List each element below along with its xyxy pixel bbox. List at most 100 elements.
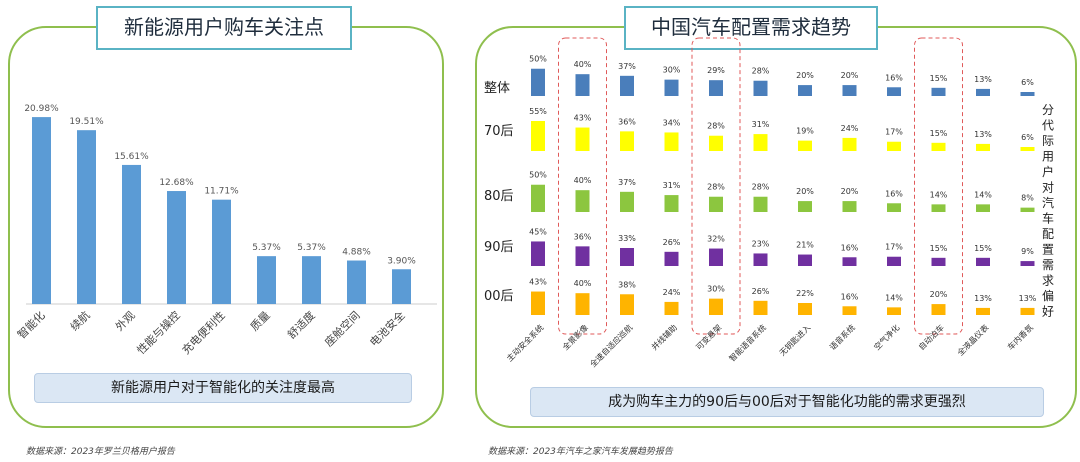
bar-value-label: 13% — [974, 75, 992, 84]
bar-value-label: 37% — [618, 62, 636, 71]
bar — [620, 131, 634, 151]
bar-value-label: 20.98% — [24, 104, 59, 114]
category-tick-label: 并线辅助 — [649, 322, 679, 352]
bar-value-label: 3.90% — [387, 256, 416, 266]
row-label: 80后 — [484, 189, 514, 204]
bar-value-label: 20% — [841, 71, 859, 80]
left-caption: 新能源用户对于智能化的关注度最高 — [34, 373, 412, 403]
bar — [1020, 261, 1035, 266]
bar-value-label: 50% — [529, 171, 547, 180]
bar — [887, 256, 901, 266]
highlight-box — [691, 37, 741, 335]
category-tick-label: 全速自适应巡航 — [588, 322, 635, 369]
bar — [531, 184, 545, 212]
bar — [531, 121, 545, 151]
bar — [167, 191, 186, 304]
bar — [976, 257, 990, 266]
bar-value-label: 13% — [974, 294, 992, 303]
side-axis-label: 分代际用户对汽车配置需求偏好 — [1042, 103, 1054, 319]
bar-value-label: 20% — [796, 71, 814, 80]
right-chart-title: 中国汽车配置需求趋势 — [624, 6, 878, 50]
bar — [887, 87, 901, 96]
bar — [976, 307, 990, 315]
left-source: 数据来源：2023年罗兰贝格用户报告 — [26, 447, 175, 457]
bar — [575, 74, 590, 96]
highlight-box — [558, 37, 607, 335]
bar-value-label: 14% — [885, 293, 903, 302]
bar-value-label: 55% — [529, 107, 547, 116]
bar — [531, 68, 545, 96]
bar — [976, 143, 990, 151]
row-label: 90后 — [484, 240, 514, 255]
row-label: 00后 — [484, 289, 514, 304]
bar-value-label: 30% — [707, 285, 725, 294]
bar-value-label: 43% — [574, 114, 592, 123]
bar-value-label: 14% — [974, 190, 992, 199]
bar-value-label: 45% — [529, 227, 547, 236]
bar — [77, 130, 96, 304]
bar-value-label: 34% — [663, 118, 681, 127]
bar-value-label: 23% — [752, 239, 770, 248]
bar — [664, 301, 679, 315]
bar — [753, 80, 768, 96]
bar-value-label: 5.37% — [252, 243, 281, 253]
bar-value-label: 20% — [841, 187, 859, 196]
bar-value-label: 8% — [1021, 194, 1034, 203]
left-chart-title: 新能源用户购车关注点 — [96, 6, 352, 50]
row-label: 70后 — [484, 124, 514, 139]
bar — [753, 253, 768, 266]
bar-value-label: 13% — [1019, 294, 1037, 303]
bar-value-label: 36% — [574, 232, 592, 241]
bar-value-label: 28% — [707, 183, 725, 192]
bar-value-label: 37% — [618, 178, 636, 187]
bar-value-label: 17% — [885, 128, 903, 137]
bar — [212, 199, 231, 304]
bar — [931, 87, 946, 96]
highlight-box — [914, 37, 963, 335]
bar-value-label: 29% — [707, 66, 725, 75]
bar — [575, 246, 590, 266]
bar — [257, 256, 276, 304]
bar-value-label: 40% — [574, 176, 592, 185]
right-source: 数据来源：2023年汽车之家汽车发展趋势报告 — [488, 447, 673, 457]
bar-value-label: 15% — [930, 74, 948, 83]
bar-value-label: 16% — [885, 189, 903, 198]
row-label: 整体 — [484, 81, 510, 96]
bar — [842, 201, 857, 212]
bar — [575, 127, 590, 151]
bar — [842, 137, 857, 151]
bar-value-label: 6% — [1021, 133, 1034, 142]
bar — [620, 248, 634, 266]
bar-value-label: 15% — [974, 244, 992, 253]
right-caption: 成为购车主力的90后与00后对于智能化功能的需求更强烈 — [530, 387, 1044, 417]
bar — [931, 257, 946, 266]
bar-value-label: 20% — [796, 187, 814, 196]
bar — [347, 260, 366, 304]
bar-value-label: 28% — [707, 122, 725, 131]
category-tick-label: 智能语音系统 — [727, 322, 768, 363]
bar — [753, 134, 768, 151]
bar-value-label: 13% — [974, 130, 992, 139]
bar-value-label: 17% — [885, 243, 903, 252]
bar-value-label: 9% — [1021, 247, 1034, 256]
bar — [976, 204, 990, 212]
bar — [798, 85, 812, 96]
bar-value-label: 31% — [663, 181, 681, 190]
bar — [575, 293, 590, 315]
bar-value-label: 36% — [618, 117, 636, 126]
category-tick-label: 无钥匙进入 — [777, 322, 812, 357]
bar-value-label: 26% — [752, 287, 770, 296]
category-tick-label: 语音系统 — [827, 322, 857, 352]
bar-value-label: 11.71% — [204, 187, 239, 197]
bar — [842, 306, 857, 315]
bar — [709, 298, 723, 315]
bar — [122, 164, 141, 304]
bar-value-label: 6% — [1021, 78, 1034, 87]
bar — [620, 75, 634, 96]
bar — [709, 196, 723, 212]
bar-value-label: 31% — [752, 120, 770, 129]
bar — [620, 294, 634, 315]
bar-value-label: 19% — [796, 127, 814, 136]
